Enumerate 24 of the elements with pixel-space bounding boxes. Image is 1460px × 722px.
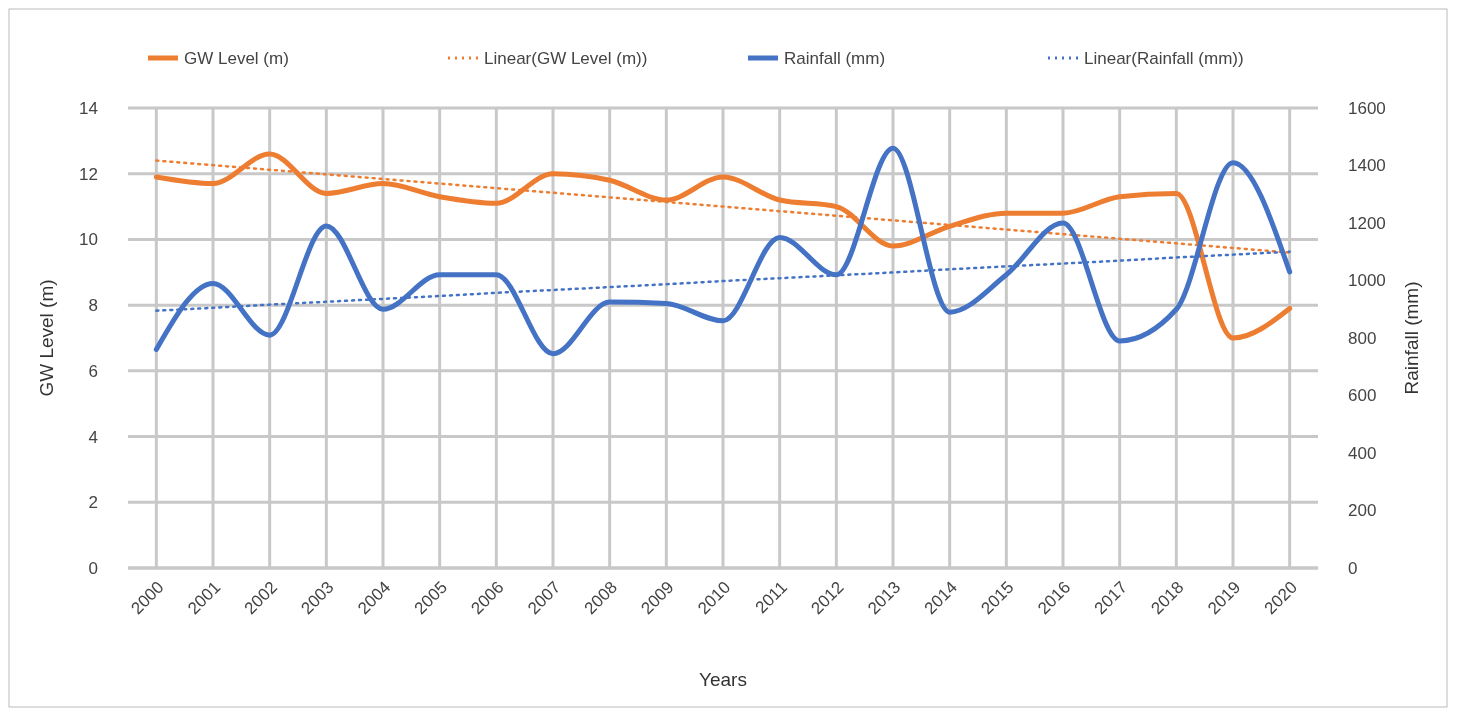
y-tick-label: 14	[79, 98, 98, 118]
y2-tick-label: 200	[1348, 501, 1377, 521]
legend-label: GW Level (m)	[184, 48, 289, 68]
y-tick-label: 4	[88, 427, 98, 447]
y-tick-label: 8	[88, 296, 98, 316]
y-tick-label: 12	[79, 164, 98, 184]
y2-tick-label: 1400	[1348, 156, 1386, 176]
y2-tick-label: 1000	[1348, 271, 1386, 291]
y2-tick-label: 1600	[1348, 98, 1386, 118]
y-tick-label: 6	[88, 361, 98, 381]
y2-tick-label: 400	[1348, 443, 1377, 463]
legend-label: Linear(GW Level (m))	[484, 48, 648, 68]
y-tick-label: 0	[88, 558, 98, 578]
legend-label: Rainfall (mm)	[784, 48, 886, 68]
legend-label: Linear(Rainfall (mm))	[1084, 48, 1244, 68]
y2-axis-title: Rainfall (mm)	[1401, 281, 1422, 395]
y-tick-label: 2	[88, 493, 98, 513]
y-tick-label: 10	[79, 230, 98, 250]
y2-tick-label: 600	[1348, 386, 1377, 406]
x-axis-title: Years	[699, 669, 747, 690]
y-axis-title: GW Level (m)	[36, 279, 57, 397]
y2-tick-label: 0	[1348, 558, 1358, 578]
y2-tick-label: 1200	[1348, 213, 1386, 233]
y2-tick-label: 800	[1348, 328, 1377, 348]
